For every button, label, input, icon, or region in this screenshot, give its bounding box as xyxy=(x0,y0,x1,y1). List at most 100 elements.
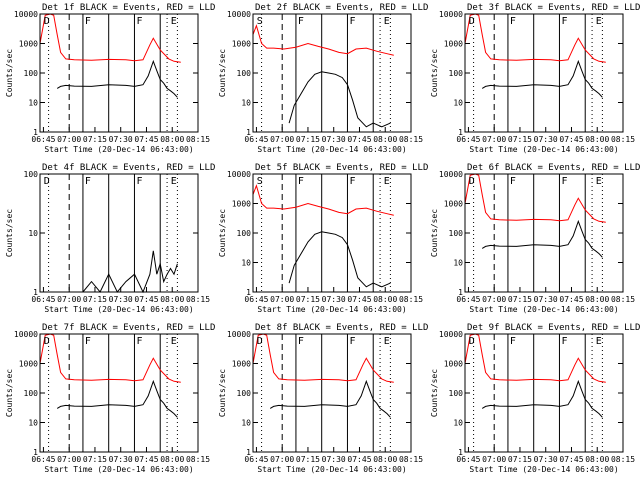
y-tick-label: 1000 xyxy=(232,200,251,209)
interval-marker-label: D xyxy=(257,336,263,347)
y-tick-label: 10 xyxy=(453,259,463,268)
events-series-line xyxy=(56,59,178,98)
x-tick-label: 07:00 xyxy=(270,455,294,464)
x-tick-label: 07:00 xyxy=(270,295,294,304)
y-tick-label: 1 xyxy=(458,128,463,137)
chart-panel: Det 9f BLACK = Events, RED = LLD D F F E 1 10 1… xyxy=(430,323,640,474)
x-axis-label: Start Time (20-Dec-14 06:43:00) xyxy=(469,305,618,314)
chart-panel: Det 1f BLACK = Events, RED = LLD D F F E 1 10 1… xyxy=(5,3,215,154)
x-tick-label: 07:45 xyxy=(559,455,583,464)
chart-title: Det 8f BLACK = Events, RED = LLD xyxy=(255,323,428,333)
lld-series-line xyxy=(252,24,394,56)
plot-frame xyxy=(39,13,199,133)
y-tick-label: 1 xyxy=(246,288,251,297)
y-axis-label: Counts/sec xyxy=(5,209,14,257)
interval-marker-label: D xyxy=(469,176,475,187)
chart-panel: Det 2f BLACK = Events, RED = LLD S F F E 1 10 1… xyxy=(218,3,428,154)
interval-marker-label: F xyxy=(349,336,355,347)
y-tick-label: 1000 xyxy=(444,360,463,369)
plot-frame xyxy=(464,173,624,293)
x-tick-label: 07:45 xyxy=(134,455,158,464)
x-tick-label: 06:45 xyxy=(244,455,268,464)
x-tick-label: 07:45 xyxy=(559,135,583,144)
x-tick-label: 08:15 xyxy=(186,135,210,144)
y-tick-label: 10 xyxy=(28,419,38,428)
x-tick-label: 06:45 xyxy=(456,135,480,144)
x-tick-label: 06:45 xyxy=(31,135,55,144)
x-axis-label: Start Time (20-Dec-14 06:43:00) xyxy=(469,145,618,154)
interval-marker-label: F xyxy=(136,16,142,27)
y-tick-label: 10 xyxy=(453,99,463,108)
x-tick-label: 08:15 xyxy=(186,455,210,464)
y-axis-label: Counts/sec xyxy=(218,369,227,417)
chart-title: Det 6f BLACK = Events, RED = LLD xyxy=(467,163,640,173)
y-tick-label: 10000 xyxy=(439,170,463,179)
y-tick-label: 1000 xyxy=(232,40,251,49)
y-axis-label: Counts/sec xyxy=(430,369,439,417)
interval-marker-label: F xyxy=(298,336,304,347)
y-tick-label: 1 xyxy=(33,288,38,297)
x-tick-label: 08:00 xyxy=(585,295,609,304)
interval-marker-label: F xyxy=(510,16,516,27)
chart-panel: Det 8f BLACK = Events, RED = LLD D F F E 1 10 1… xyxy=(218,323,428,474)
y-tick-label: 1 xyxy=(33,448,38,457)
interval-marker-label: F xyxy=(561,336,567,347)
y-tick-label: 100 xyxy=(24,69,39,78)
interval-marker-label: E xyxy=(171,336,177,347)
interval-marker-label: E xyxy=(596,176,602,187)
interval-marker-label: F xyxy=(298,176,304,187)
x-tick-label: 07:00 xyxy=(57,295,81,304)
x-tick-label: 08:00 xyxy=(373,295,397,304)
plot-frame xyxy=(252,13,412,133)
interval-marker-label: E xyxy=(384,336,390,347)
x-tick-label: 06:45 xyxy=(456,295,480,304)
interval-marker-label: D xyxy=(469,336,475,347)
interval-marker-label: F xyxy=(349,16,355,27)
plot-frame xyxy=(464,13,624,133)
x-tick-label: 08:15 xyxy=(186,295,210,304)
y-tick-label: 1 xyxy=(246,448,251,457)
x-tick-label: 08:00 xyxy=(373,135,397,144)
x-axis-label: Start Time (20-Dec-14 06:43:00) xyxy=(44,305,193,314)
y-tick-label: 10 xyxy=(241,259,251,268)
y-tick-label: 1000 xyxy=(232,360,251,369)
x-axis-label: Start Time (20-Dec-14 06:43:00) xyxy=(257,145,406,154)
y-axis-label: Counts/sec xyxy=(5,49,14,97)
y-tick-label: 1 xyxy=(458,288,463,297)
events-series-line xyxy=(269,379,391,418)
x-tick-label: 07:30 xyxy=(534,135,558,144)
y-tick-label: 100 xyxy=(24,389,39,398)
interval-marker-label: E xyxy=(596,16,602,27)
x-tick-label: 06:45 xyxy=(456,455,480,464)
x-tick-label: 07:00 xyxy=(482,295,506,304)
y-tick-label: 100 xyxy=(237,69,252,78)
y-tick-label: 10000 xyxy=(227,330,251,339)
y-tick-label: 10 xyxy=(453,419,463,428)
x-axis-label: Start Time (20-Dec-14 06:43:00) xyxy=(44,465,193,474)
x-tick-label: 08:15 xyxy=(399,295,423,304)
x-tick-label: 07:45 xyxy=(347,295,371,304)
chart-panel: Det 5f BLACK = Events, RED = LLD S F F E 1 10 1… xyxy=(218,163,428,314)
x-tick-label: 07:45 xyxy=(134,135,158,144)
y-axis-label: Counts/sec xyxy=(430,49,439,97)
x-tick-label: 07:15 xyxy=(296,135,320,144)
y-axis-label: Counts/sec xyxy=(218,209,227,257)
lld-series-line xyxy=(252,184,394,216)
chart-title: Det 1f BLACK = Events, RED = LLD xyxy=(42,3,215,13)
interval-marker-label: E xyxy=(384,16,390,27)
x-tick-label: 07:15 xyxy=(508,295,532,304)
y-tick-label: 100 xyxy=(237,229,252,238)
lld-series-line xyxy=(39,333,181,383)
x-tick-label: 06:45 xyxy=(31,455,55,464)
chart-panel: Det 7f BLACK = Events, RED = LLD D F F E 1 10 1… xyxy=(5,323,215,474)
interval-marker-label: S xyxy=(257,176,263,187)
x-tick-label: 08:15 xyxy=(611,295,635,304)
x-tick-label: 08:00 xyxy=(160,135,184,144)
y-tick-label: 1000 xyxy=(444,200,463,209)
x-tick-label: 07:15 xyxy=(296,295,320,304)
events-series-line xyxy=(288,71,391,128)
interval-marker-label: F xyxy=(85,176,91,187)
events-series-line xyxy=(481,59,603,98)
x-tick-label: 06:45 xyxy=(31,295,55,304)
